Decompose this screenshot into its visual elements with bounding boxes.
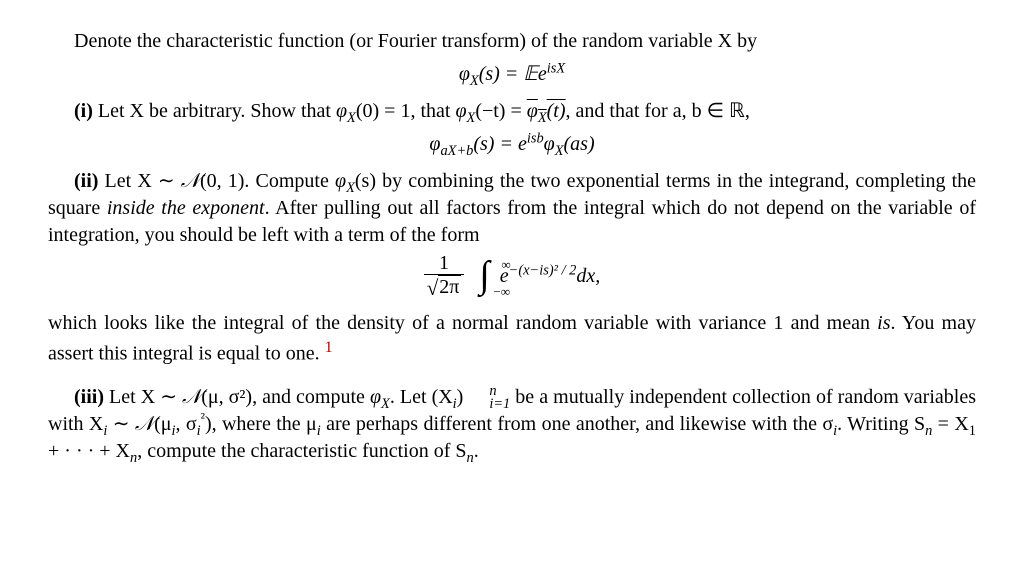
- part-i-text-b: , and that for a, b ∈: [566, 100, 730, 122]
- part-iii-text-a: Let X ∼: [104, 386, 182, 408]
- phi-ii-sub: X: [346, 180, 355, 196]
- expectation: 𝔼: [523, 63, 538, 85]
- xi-paren: ): [457, 386, 464, 408]
- equation-integral: 1 2π ∞ ∫ −∞ e−(x−is)² / 2dx,: [48, 255, 976, 300]
- phi-i-0-arg: (0) = 1, that: [356, 100, 456, 122]
- part-iii-period: .: [474, 440, 479, 462]
- part-iii-text-g: + · · · + X: [48, 440, 130, 462]
- phi-affine-arg: (s) = e: [473, 133, 526, 155]
- is: is: [877, 312, 890, 334]
- part-iii-text-e: . Writing S: [837, 413, 925, 435]
- normal-ii-arg: (0, 1). Compute: [200, 170, 335, 192]
- phi-i-bar-sub: X: [538, 110, 547, 126]
- phi-i-t-sub: X: [467, 110, 476, 126]
- part-ii-text-d: which looks like the integral of the den…: [48, 312, 877, 334]
- part-iii-text-c2: ∼: [107, 413, 135, 435]
- phi-affine-phi-arg: (as): [564, 133, 595, 155]
- fraction-num: 1: [424, 253, 465, 274]
- integral-sign: ∫: [479, 260, 489, 290]
- reals: ℝ: [729, 100, 745, 122]
- part-iii-label: (iii): [74, 386, 104, 408]
- phi-affine-sub: aX+b: [440, 143, 473, 159]
- sn2-sub: n: [467, 450, 474, 466]
- phi-ii-arg: (s): [355, 170, 376, 192]
- part-i-text-a: Let X be arbitrary. Show that: [93, 100, 336, 122]
- normal-iii-2-mid: , σ: [175, 413, 196, 435]
- phi-i-t-arg: (−t) =: [475, 100, 526, 122]
- phi: φ: [459, 63, 470, 85]
- x1-sub: 1: [969, 423, 976, 439]
- integrand-dx: dx,: [576, 265, 600, 287]
- part-ii: (ii) Let X ∼ 𝒩(0, 1). Compute φX(s) by c…: [48, 168, 976, 249]
- phi-sub: X: [470, 73, 479, 89]
- e: e: [538, 63, 547, 85]
- phi-i-bar: φ: [527, 100, 538, 122]
- part-ii-cont: which looks like the integral of the den…: [48, 310, 976, 368]
- phi-iii-sub: X: [381, 396, 390, 412]
- phi-affine-phi-sub: X: [555, 143, 564, 159]
- normal-ii: 𝒩: [181, 170, 200, 192]
- part-iii-text-f: = X: [932, 413, 968, 435]
- phi-i-0-sub: X: [347, 110, 356, 126]
- sqrt-2pi: 2π: [438, 275, 461, 298]
- integral-upper: ∞: [501, 256, 510, 274]
- e-exp: isX: [547, 60, 565, 76]
- normal-iii-2-close: ), where the μ: [205, 413, 317, 435]
- intro-text: Denote the characteristic function (or F…: [74, 30, 757, 52]
- part-iii-text-d: are perhaps different from one another, …: [321, 413, 833, 435]
- phi-affine: φ: [429, 133, 440, 155]
- equation-affine: φaX+b(s) = eisbφX(as): [48, 131, 976, 158]
- phi-i-bar-arg: (t): [547, 100, 566, 122]
- normal-iii-arg: (μ, σ²), and compute: [201, 386, 370, 408]
- phi-iii: φ: [370, 386, 381, 408]
- part-ii-emph: inside the exponent: [107, 197, 265, 219]
- part-iii: (iii) Let X ∼ 𝒩(μ, σ²), and compute φX. …: [48, 384, 976, 465]
- phi-i-t: φ: [455, 100, 466, 122]
- intro-line: Denote the characteristic function (or F…: [48, 28, 976, 55]
- phi-affine-exp: isb: [527, 130, 544, 146]
- phi-affine-phi: φ: [544, 133, 555, 155]
- integral: ∞ ∫ −∞: [479, 262, 489, 292]
- part-i: (i) Let X be arbitrary. Show that φX(0) …: [48, 98, 976, 125]
- normal-iii-2: 𝒩: [135, 413, 154, 435]
- part-ii-text-a: Let X ∼: [98, 170, 180, 192]
- equation-phi-def: φX(s) = 𝔼eisX: [48, 61, 976, 88]
- normal-iii: 𝒩: [182, 386, 201, 408]
- phi-arg: (s) =: [479, 63, 524, 85]
- part-iii-text-b: . Let (X: [390, 386, 453, 408]
- fraction: 1 2π: [424, 253, 465, 298]
- seq-sub: i=1: [463, 398, 510, 411]
- normal-iii-2-arg: (μ: [154, 413, 171, 435]
- integrand-exp: −(x−is)² / 2: [509, 262, 577, 278]
- part-ii-label: (ii): [74, 170, 98, 192]
- footnote-ref: 1: [325, 339, 333, 356]
- part-iii-text-h: , compute the characteristic function of…: [137, 440, 466, 462]
- fraction-den: 2π: [424, 274, 465, 298]
- phi-ii: φ: [335, 170, 346, 192]
- phi-i-0: φ: [336, 100, 347, 122]
- comma: ,: [745, 100, 750, 122]
- part-i-label: (i): [74, 100, 93, 122]
- integral-lower: −∞: [493, 283, 510, 301]
